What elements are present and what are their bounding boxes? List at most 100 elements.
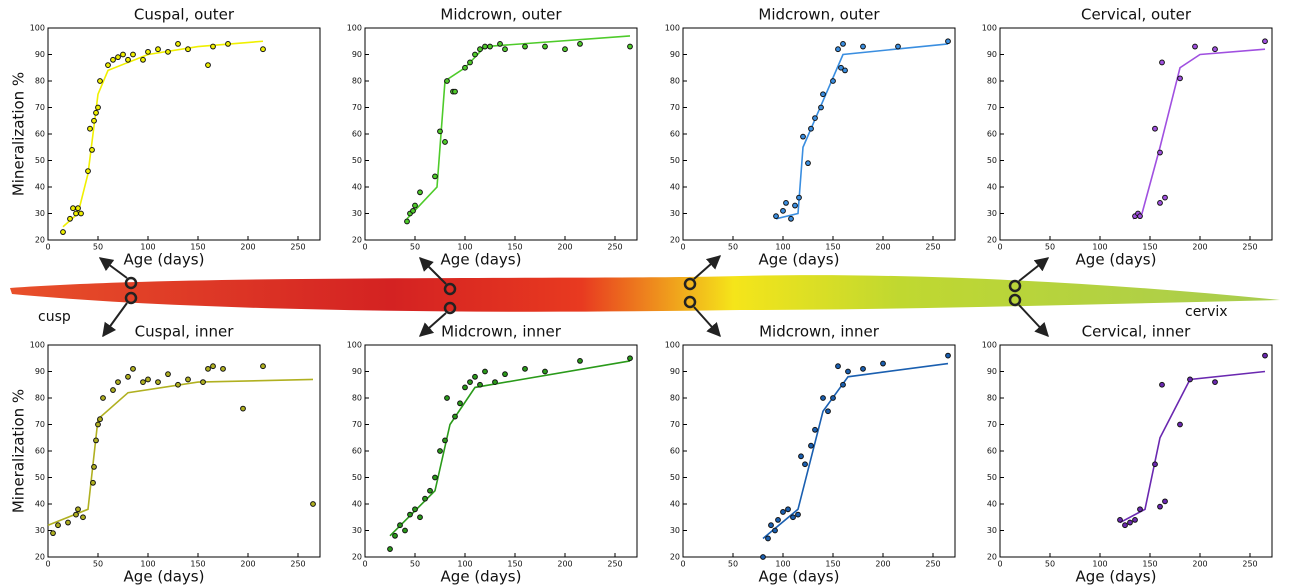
fit-line: [762, 362, 949, 540]
x-tick-label: 200: [557, 560, 572, 569]
x-tick-label: 100: [140, 243, 155, 252]
y-tick-label: 80: [987, 77, 997, 86]
data-point: [437, 448, 443, 454]
data-point: [165, 48, 171, 55]
y-tick-label: 70: [670, 103, 680, 112]
arrows: [98, 255, 1050, 338]
data-point: [472, 373, 478, 380]
plot-frame: [682, 344, 956, 558]
plot-frame: [682, 27, 956, 241]
y-tick-label: 100: [347, 24, 362, 33]
data-point: [792, 202, 798, 209]
data-point: [91, 117, 97, 124]
data-point: [772, 527, 778, 534]
chart-title: Cervical, outer: [1081, 6, 1192, 24]
x-tick-label: 250: [1242, 560, 1257, 569]
data-point: [627, 355, 633, 362]
y-tick-label: 100: [347, 341, 362, 350]
data-point: [462, 64, 468, 71]
data-point: [840, 381, 846, 388]
data-point: [1162, 498, 1168, 505]
data-point: [130, 365, 136, 372]
data-point: [788, 215, 794, 222]
data-point: [120, 51, 126, 58]
x-tick-label: 50: [728, 560, 738, 569]
data-point: [130, 51, 136, 58]
x-axis-label: Age (days): [1076, 251, 1157, 269]
x-tick-label: 200: [875, 560, 890, 569]
data-point: [808, 125, 814, 132]
data-point: [800, 133, 806, 140]
y-tick-label: 80: [352, 77, 362, 86]
data-point: [85, 168, 91, 175]
x-tick-label: 200: [240, 243, 255, 252]
x-tick-label: 250: [607, 243, 622, 252]
data-point: [1212, 46, 1218, 53]
data-point: [812, 426, 818, 433]
data-point: [145, 376, 151, 383]
y-tick-label: 100: [30, 341, 45, 350]
data-point: [773, 213, 779, 220]
data-point: [404, 218, 410, 225]
data-point: [577, 41, 583, 47]
data-point: [542, 368, 548, 375]
data-point: [845, 368, 851, 375]
data-point: [185, 376, 191, 383]
data-point: [310, 501, 316, 507]
y-tick-label: 30: [670, 209, 680, 218]
y-tick-label: 80: [352, 394, 362, 403]
x-axis-label: Age (days): [441, 251, 522, 269]
data-point: [860, 43, 866, 50]
y-tick-label: 40: [35, 183, 45, 192]
data-point: [798, 453, 804, 460]
subplot: 20 30 40 50 60 70 80 90 100 0 50 100 150 200 250 Cuspal…: [10, 323, 321, 586]
y-tick-label: 60: [352, 447, 362, 456]
data-point: [780, 207, 786, 214]
y-tick-label: 100: [30, 24, 45, 33]
y-axis-label: Mineralization %: [10, 389, 28, 513]
data-point: [260, 46, 266, 53]
y-tick-label: 30: [35, 209, 45, 218]
x-tick-label: 0: [997, 243, 1002, 252]
data-point: [1177, 421, 1183, 428]
data-point: [442, 437, 448, 444]
fit-line: [775, 43, 949, 220]
data-point: [780, 509, 786, 515]
data-point: [477, 46, 483, 53]
cusp-label: cusp: [38, 309, 71, 325]
data-point: [105, 62, 111, 68]
y-tick-label: 70: [987, 103, 997, 112]
x-tick-label: 50: [410, 243, 420, 252]
y-tick-label: 40: [987, 500, 997, 509]
data-point: [95, 421, 101, 428]
y-tick-label: 50: [987, 473, 997, 482]
data-point: [110, 56, 116, 63]
y-tick-label: 90: [352, 367, 362, 376]
x-tick-label: 0: [680, 560, 685, 569]
data-point: [820, 395, 826, 401]
y-tick-label: 40: [352, 500, 362, 509]
x-tick-label: 100: [1092, 243, 1107, 252]
x-tick-label: 150: [507, 560, 522, 569]
x-axis-label: Age (days): [1076, 568, 1157, 586]
data-point: [70, 205, 76, 212]
data-point: [165, 371, 171, 378]
y-axis-label: Mineralization %: [10, 72, 28, 196]
data-point: [75, 506, 81, 513]
data-point: [457, 400, 463, 407]
plot-frame: [364, 27, 638, 241]
data-point: [502, 371, 508, 378]
plot-frame: [999, 27, 1273, 241]
data-point: [417, 189, 423, 196]
x-tick-label: 250: [290, 560, 305, 569]
data-point: [175, 41, 181, 47]
data-point: [1212, 379, 1218, 386]
data-point: [205, 365, 211, 372]
data-point: [452, 88, 458, 95]
y-tick-label: 50: [35, 473, 45, 482]
data-point: [417, 514, 423, 521]
data-point: [75, 205, 81, 212]
x-tick-label: 100: [457, 243, 472, 252]
data-point: [73, 210, 79, 217]
data-point: [487, 43, 493, 50]
